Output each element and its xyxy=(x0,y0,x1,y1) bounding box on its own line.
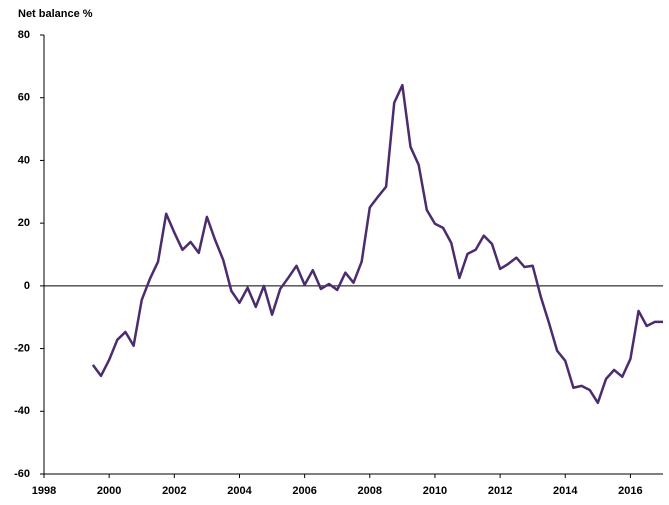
y-tick-label: 80 xyxy=(18,29,30,41)
x-tick-label: 2010 xyxy=(423,485,447,497)
chart-title: Net balance % xyxy=(18,8,93,20)
x-tick-label: 2002 xyxy=(162,485,186,497)
y-tick-label: -20 xyxy=(14,342,30,354)
y-tick-label: 40 xyxy=(18,154,30,166)
line-series xyxy=(91,83,663,405)
x-tick-label: 2008 xyxy=(358,485,382,497)
y-tick-label: -40 xyxy=(14,405,30,417)
y-tick-label: 60 xyxy=(18,92,30,104)
x-tick-label: 1998 xyxy=(32,485,56,497)
x-tick-label: 2016 xyxy=(618,485,642,497)
x-tick-label: 2006 xyxy=(292,485,316,497)
x-tick-label: 2004 xyxy=(227,485,252,497)
y-tick-label: 0 xyxy=(24,280,30,292)
y-tick-label: -60 xyxy=(14,468,30,480)
x-tick-label: 2000 xyxy=(97,485,121,497)
x-tick-label: 2014 xyxy=(553,485,578,497)
x-tick-label: 2012 xyxy=(488,485,512,497)
y-tick-label: 20 xyxy=(18,217,30,229)
